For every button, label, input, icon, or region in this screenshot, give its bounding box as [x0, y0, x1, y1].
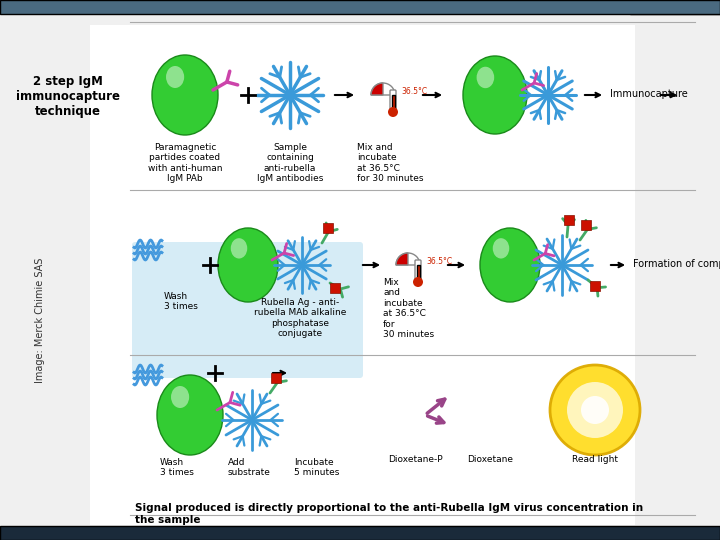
FancyBboxPatch shape	[330, 283, 340, 293]
Ellipse shape	[166, 66, 184, 88]
FancyBboxPatch shape	[0, 526, 720, 540]
Text: Immunocapture: Immunocapture	[610, 89, 688, 99]
Circle shape	[567, 382, 623, 438]
Text: Incubate
5 minutes: Incubate 5 minutes	[294, 458, 339, 477]
Ellipse shape	[218, 228, 278, 302]
Text: 2 step IgM
immunocapture
technique: 2 step IgM immunocapture technique	[16, 75, 120, 118]
FancyBboxPatch shape	[415, 260, 421, 284]
FancyBboxPatch shape	[630, 0, 720, 14]
FancyBboxPatch shape	[0, 0, 720, 14]
Text: Wash
3 times: Wash 3 times	[160, 458, 194, 477]
Circle shape	[388, 107, 398, 117]
Wedge shape	[371, 83, 383, 95]
Text: Formation of complex: Formation of complex	[633, 259, 720, 269]
Ellipse shape	[492, 238, 509, 259]
Ellipse shape	[463, 56, 527, 134]
Text: Image: Merck Chimie SAS: Image: Merck Chimie SAS	[35, 258, 45, 383]
Text: 36.5°C: 36.5°C	[426, 258, 452, 267]
FancyBboxPatch shape	[590, 281, 600, 291]
Wedge shape	[396, 253, 408, 265]
Text: Dioxetane-P: Dioxetane-P	[387, 455, 442, 464]
Ellipse shape	[230, 238, 247, 259]
Ellipse shape	[157, 375, 223, 455]
Text: Sample
containing
anti-rubella
IgM antibodies: Sample containing anti-rubella IgM antib…	[257, 143, 323, 183]
FancyBboxPatch shape	[271, 373, 281, 383]
Text: Mix and
incubate
at 36.5°C
for 30 minutes: Mix and incubate at 36.5°C for 30 minute…	[357, 143, 423, 183]
Ellipse shape	[477, 67, 494, 88]
Ellipse shape	[480, 228, 540, 302]
Text: Rubella Ag - anti-
rubella MAb alkaline
phosphatase
conjugate: Rubella Ag - anti- rubella MAb alkaline …	[254, 298, 346, 338]
FancyBboxPatch shape	[581, 220, 591, 230]
FancyBboxPatch shape	[564, 215, 574, 225]
Text: Signal produced is directly proportional to the anti-Rubella IgM virus concentra: Signal produced is directly proportional…	[135, 503, 643, 524]
FancyBboxPatch shape	[392, 95, 395, 111]
Text: Wash
3 times: Wash 3 times	[164, 292, 198, 312]
Ellipse shape	[152, 55, 218, 135]
FancyBboxPatch shape	[323, 223, 333, 233]
Text: Dioxetane: Dioxetane	[467, 455, 513, 464]
Circle shape	[581, 396, 609, 424]
FancyBboxPatch shape	[416, 265, 420, 281]
FancyBboxPatch shape	[132, 242, 363, 378]
Text: Paramagnetic
partides coated
with anti-human
IgM PAb: Paramagnetic partides coated with anti-h…	[148, 143, 222, 183]
Text: Add
substrate: Add substrate	[228, 458, 271, 477]
Circle shape	[550, 365, 640, 455]
FancyBboxPatch shape	[390, 90, 396, 114]
Wedge shape	[371, 83, 395, 95]
Text: 36.5°C: 36.5°C	[401, 87, 427, 97]
Wedge shape	[396, 253, 420, 265]
Circle shape	[413, 277, 423, 287]
Ellipse shape	[171, 386, 189, 408]
Text: Read light: Read light	[572, 455, 618, 464]
Text: Mix
and
incubate
at 36.5°C
for
30 minutes: Mix and incubate at 36.5°C for 30 minute…	[383, 278, 434, 339]
FancyBboxPatch shape	[90, 25, 635, 525]
